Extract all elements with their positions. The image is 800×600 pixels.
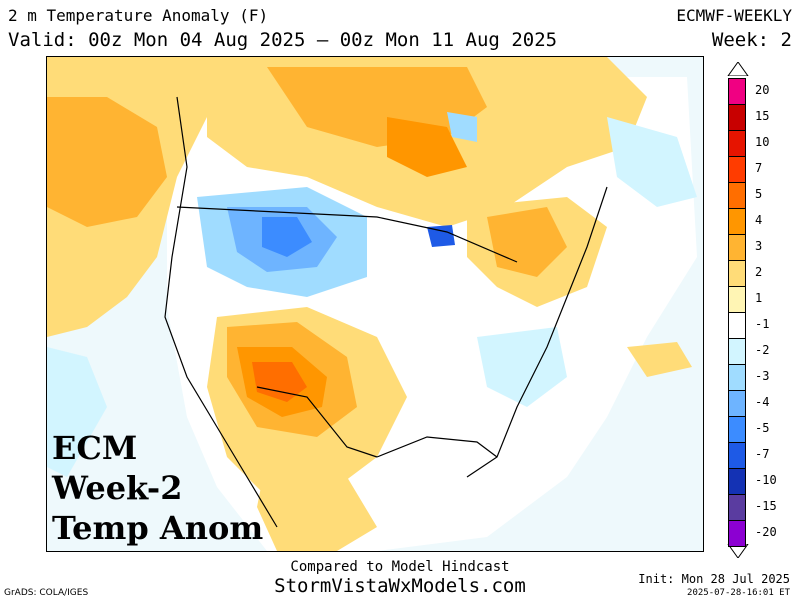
anomaly-map-svg: [47, 57, 703, 551]
colorbar-label: -20: [755, 525, 777, 539]
mexico-warm-region: [257, 457, 377, 551]
footer-grads: GrADS: COLA/IGES: [4, 588, 89, 598]
colorbar-top-arrow: [727, 62, 749, 76]
forecast-week: Week: 2: [711, 29, 792, 51]
pacific-warm-core: [47, 97, 167, 227]
colorbar-swatch: [728, 494, 746, 521]
colorbar-label: 5: [755, 187, 763, 201]
footer-compare: Compared to Model Hindcast: [290, 559, 510, 575]
overlay-label: ECM Week-2 Temp Anom: [52, 428, 263, 548]
hudson-cool-spot: [447, 112, 477, 142]
plains-cold-core: [262, 217, 312, 257]
colorbar-label: 4: [755, 213, 763, 227]
colorbar-bottom-arrow: [727, 544, 749, 558]
valid-period: Valid: 00z Mon 04 Aug 2025 – 00z Mon 11 …: [8, 29, 558, 51]
colorbar-label: -1: [755, 317, 770, 331]
colorbar-label: 3: [755, 239, 763, 253]
colorbar-swatch: [728, 130, 746, 157]
model-name: ECMWF-WEEKLY: [676, 6, 792, 25]
colorbar-swatch: [728, 416, 746, 443]
hudson-warm-core: [387, 117, 467, 177]
anomaly-map: [46, 56, 704, 552]
colorbar-swatch: [728, 390, 746, 417]
colorbar-swatch: [728, 442, 746, 469]
coastline-lines: [164, 96, 608, 528]
colorbar-label: -3: [755, 369, 770, 383]
colorbar-label: -4: [755, 395, 770, 409]
pacific-cool-region: [47, 347, 107, 477]
colorbar-swatch: [728, 78, 746, 105]
colorbar-label: 10: [755, 135, 770, 149]
colorbar-label: -5: [755, 421, 770, 435]
colorbar-swatch: [728, 338, 746, 365]
overlay-line-3: Temp Anom: [52, 509, 264, 547]
colorbar-label: -7: [755, 447, 770, 461]
map-title: 2 m Temperature Anomaly (F): [8, 6, 269, 25]
colorbar-label: 2: [755, 265, 763, 279]
colorbar-swatch: [728, 312, 746, 339]
lake-superior-cold-spot: [427, 225, 455, 247]
colorbar-label: 1: [755, 291, 763, 305]
labrador-cool-region: [607, 117, 697, 207]
southeast-cool-region: [477, 327, 567, 407]
footer-timestamp: 2025-07-28-16:01 ET: [687, 588, 790, 598]
colorbar-swatch: [728, 208, 746, 235]
overlay-line-2: Week-2: [52, 469, 183, 507]
colorbar-swatch: [728, 286, 746, 313]
colorbar-swatch: [728, 104, 746, 131]
colorbar-swatch: [728, 260, 746, 287]
northeast-warm-core: [487, 207, 567, 277]
colorbar-swatch: [728, 234, 746, 261]
overlay-line-1: ECM: [52, 429, 138, 467]
colorbar-swatch: [728, 520, 746, 547]
atlantic-warm-spot: [627, 342, 692, 377]
footer-site: StormVistaWxModels.com: [274, 575, 526, 597]
colorbar-label: 7: [755, 161, 763, 175]
colorbar-label: -10: [755, 473, 777, 487]
colorbar-swatch: [728, 364, 746, 391]
colorbar-swatch: [728, 156, 746, 183]
colorbar-label: -2: [755, 343, 770, 357]
footer-init: Init: Mon 28 Jul 2025: [638, 572, 790, 586]
colorbar-label: -15: [755, 499, 777, 513]
southwest-hot-core: [252, 362, 307, 402]
colorbar-swatch: [728, 468, 746, 495]
colorbar-label: 15: [755, 109, 770, 123]
colorbar-label: 20: [755, 83, 770, 97]
colorbar-swatch: [728, 182, 746, 209]
